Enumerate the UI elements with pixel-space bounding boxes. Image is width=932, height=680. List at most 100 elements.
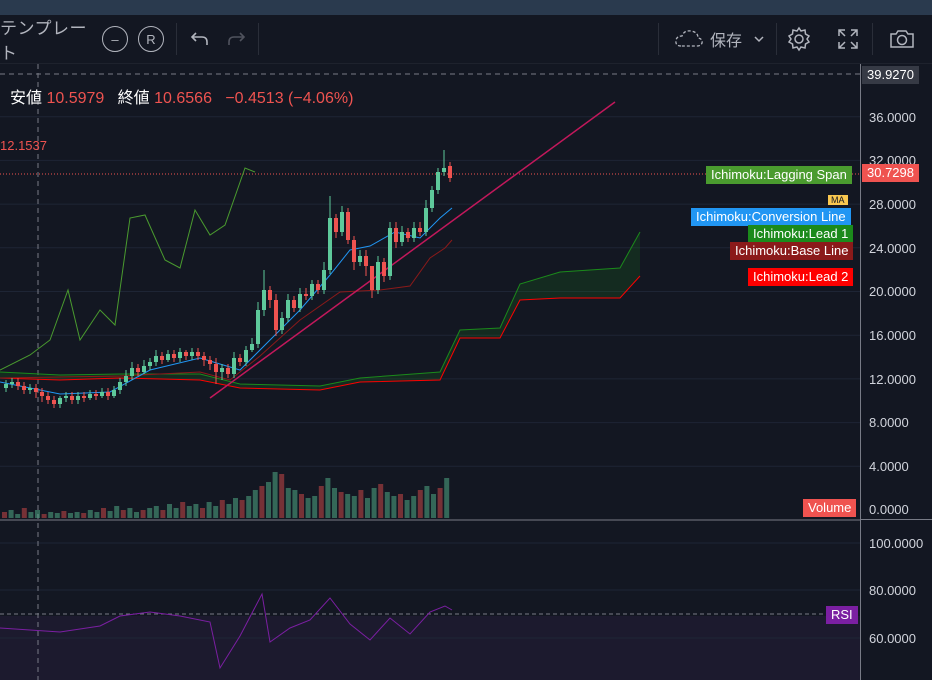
candle-body — [172, 354, 176, 358]
cloud-icon — [675, 30, 703, 47]
redo-button[interactable] — [220, 15, 252, 63]
undo-button[interactable] — [184, 15, 216, 63]
conversion-line — [0, 207, 453, 395]
volume-bar — [21, 508, 27, 518]
volume-bar — [147, 508, 153, 518]
candle-body — [46, 396, 50, 400]
axis-tick: 4.0000 — [869, 459, 909, 474]
volume-bar — [74, 512, 80, 518]
volume-bar — [173, 508, 179, 518]
toolbar-divider — [658, 23, 659, 55]
candle-body — [154, 356, 158, 362]
ma-tag: MA — [828, 195, 848, 205]
axis-tick: 0.0000 — [869, 502, 909, 517]
candle-body — [64, 396, 68, 398]
volume-bar — [391, 496, 397, 518]
axis-tick: 28.0000 — [869, 197, 916, 212]
high-price-marker: 12.1537 — [0, 138, 47, 153]
volume-bar — [200, 508, 205, 518]
candle-body — [436, 172, 440, 190]
change-value: −0.4513 (−4.06%) — [225, 90, 354, 107]
volume-bar — [153, 506, 159, 518]
volume-bar — [94, 512, 100, 518]
lead2-tag: Ichimoku:Lead 2 — [748, 268, 854, 286]
candle-body — [100, 392, 104, 396]
candle-body — [178, 352, 182, 358]
candle-body — [214, 364, 218, 372]
candle-body — [118, 382, 122, 390]
volume-bar — [312, 496, 318, 518]
candle-body — [238, 358, 242, 362]
candle-body — [244, 350, 248, 362]
candle-body — [16, 382, 20, 386]
volume-bar — [239, 500, 245, 518]
volume-bar — [186, 506, 192, 518]
volume-bar — [68, 513, 73, 518]
candle-body — [340, 212, 344, 232]
volume-bar — [259, 486, 265, 518]
snapshot-button[interactable] — [882, 15, 922, 63]
candle-body — [280, 318, 284, 330]
candle-body — [166, 354, 170, 360]
toolbar-divider — [872, 23, 873, 55]
volume-bar — [266, 482, 271, 518]
candle-body — [40, 392, 44, 396]
candle-body — [124, 376, 128, 382]
volume-bar — [424, 486, 430, 518]
reset-button[interactable]: R — [136, 15, 166, 63]
volume-bar — [81, 513, 87, 518]
volume-bar — [41, 514, 47, 518]
fullscreen-icon — [838, 29, 858, 49]
low-label: 安値 — [10, 90, 43, 107]
fullscreen-button[interactable] — [830, 15, 866, 63]
template-button[interactable]: テンプレート — [0, 15, 98, 63]
candle-body — [34, 388, 38, 392]
candle-body — [292, 300, 296, 308]
candle-body — [70, 396, 74, 400]
redo-icon — [228, 32, 246, 45]
volume-bar — [404, 500, 410, 518]
ohlc-legend: 安値 10.5979 終値 10.6566 −0.4513 (−4.06%) — [10, 84, 353, 108]
toolbar-divider — [258, 23, 259, 55]
candle-body — [76, 396, 80, 400]
candle-body — [262, 290, 266, 310]
low-value: 10.5979 — [46, 90, 105, 107]
candle-body — [400, 232, 404, 242]
candle-body — [22, 386, 26, 390]
candle-body — [88, 394, 92, 398]
volume-bar — [272, 472, 278, 518]
lead2-line — [0, 275, 641, 391]
candle-body — [442, 168, 446, 172]
candle-body — [382, 262, 386, 276]
volume-bar — [305, 498, 311, 518]
candle-body — [196, 352, 200, 356]
chart-pane[interactable] — [0, 64, 860, 680]
top-price-tag: 39.9270 — [862, 66, 919, 84]
candle-body — [226, 368, 230, 374]
candle-body — [220, 368, 224, 372]
candle-body — [250, 344, 254, 350]
volume-bar — [444, 478, 450, 518]
candle-body — [136, 368, 140, 372]
rsi-axis-tick: 80.0000 — [869, 583, 916, 598]
price-chart[interactable] — [0, 64, 860, 680]
current-price-tag: 30.7298 — [862, 164, 919, 182]
volume-bar — [226, 504, 232, 518]
save-button[interactable]: 保存 — [666, 15, 774, 63]
candle-body — [394, 228, 398, 242]
volume-bar — [325, 478, 331, 518]
reset-icon: R — [138, 26, 164, 52]
volume-bar — [292, 490, 298, 518]
price-axis[interactable]: 39.9270 36.0000 32.0000 28.0000 24.0000 … — [860, 64, 932, 680]
volume-bar — [2, 512, 7, 518]
volume-bar — [140, 510, 146, 518]
candle-body — [430, 190, 434, 208]
candle-body — [274, 300, 278, 330]
settings-button[interactable] — [782, 15, 816, 63]
volume-bar — [120, 510, 126, 518]
lead1-line — [0, 231, 641, 387]
lagging-span-tag: Ichimoku:Lagging Span — [706, 166, 852, 184]
volume-bar — [206, 502, 212, 518]
volume-bar — [332, 488, 337, 518]
zoom-out-button[interactable]: – — [100, 15, 130, 63]
